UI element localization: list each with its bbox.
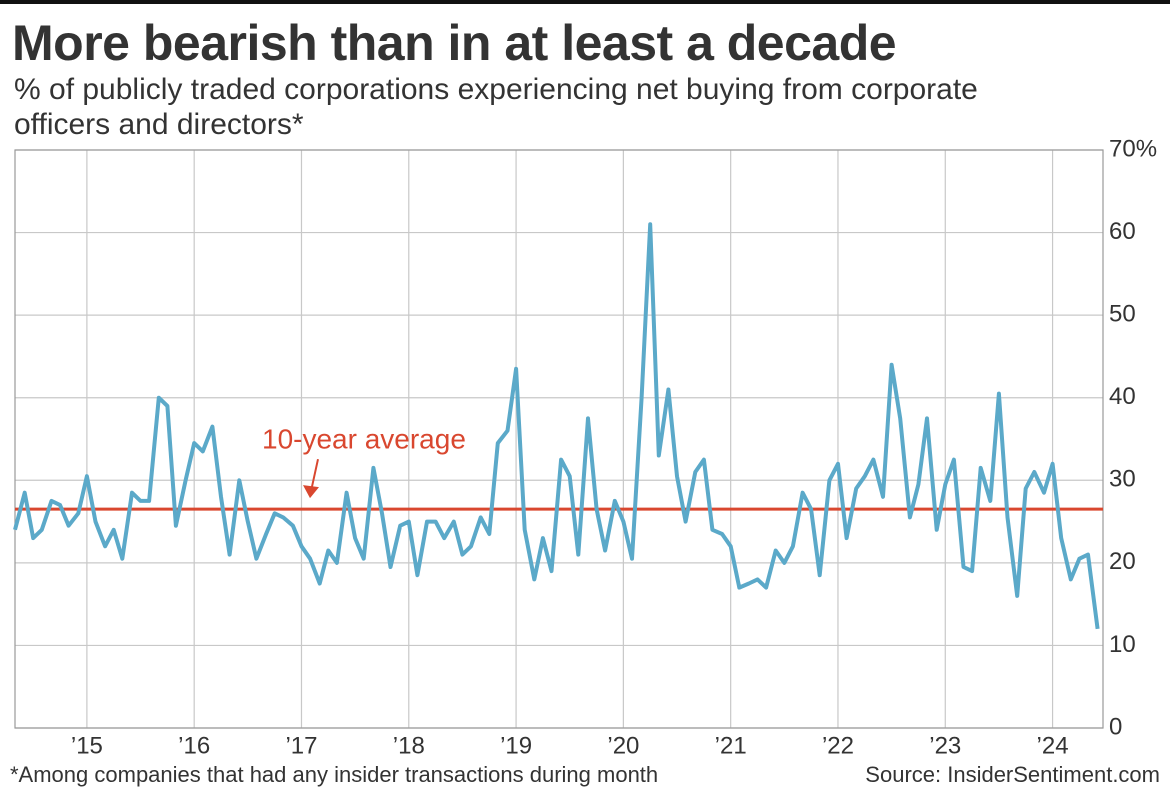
y-tick-label: 60 [1109,218,1136,245]
y-tick-label: 0 [1109,713,1122,740]
y-tick-label: 20 [1109,548,1136,575]
y-tick-label: 30 [1109,466,1136,493]
annotation-arrow [310,458,319,492]
top-bar [0,0,1170,4]
chart-title: More bearish than in at least a decade [12,15,897,71]
x-tick-label: ’22 [822,732,854,759]
footnote: *Among companies that had any insider tr… [10,762,658,787]
y-tick-label: 40 [1109,383,1136,410]
x-tick-label: ’23 [929,732,961,759]
chart-subtitle: % of publicly traded corporations experi… [14,73,978,141]
x-tick-label: ’21 [715,732,747,759]
x-tick-label: ’20 [607,732,639,759]
x-tick-label: ’16 [178,732,210,759]
x-tick-label: ’17 [285,732,317,759]
source: Source: InsiderSentiment.com [865,762,1160,787]
x-tick-label: ’24 [1037,732,1069,759]
x-tick-label: ’19 [500,732,532,759]
y-tick-label: 70% [1109,135,1157,162]
annotation-arrowhead [303,485,319,499]
plot-frame [14,149,1104,729]
average-label: 10-year average [262,424,466,455]
x-tick-label: ’15 [71,732,103,759]
data-line [13,222,1100,630]
y-tick-label: 50 [1109,300,1136,327]
x-tick-label: ’18 [393,732,425,759]
y-tick-label: 10 [1109,631,1136,658]
